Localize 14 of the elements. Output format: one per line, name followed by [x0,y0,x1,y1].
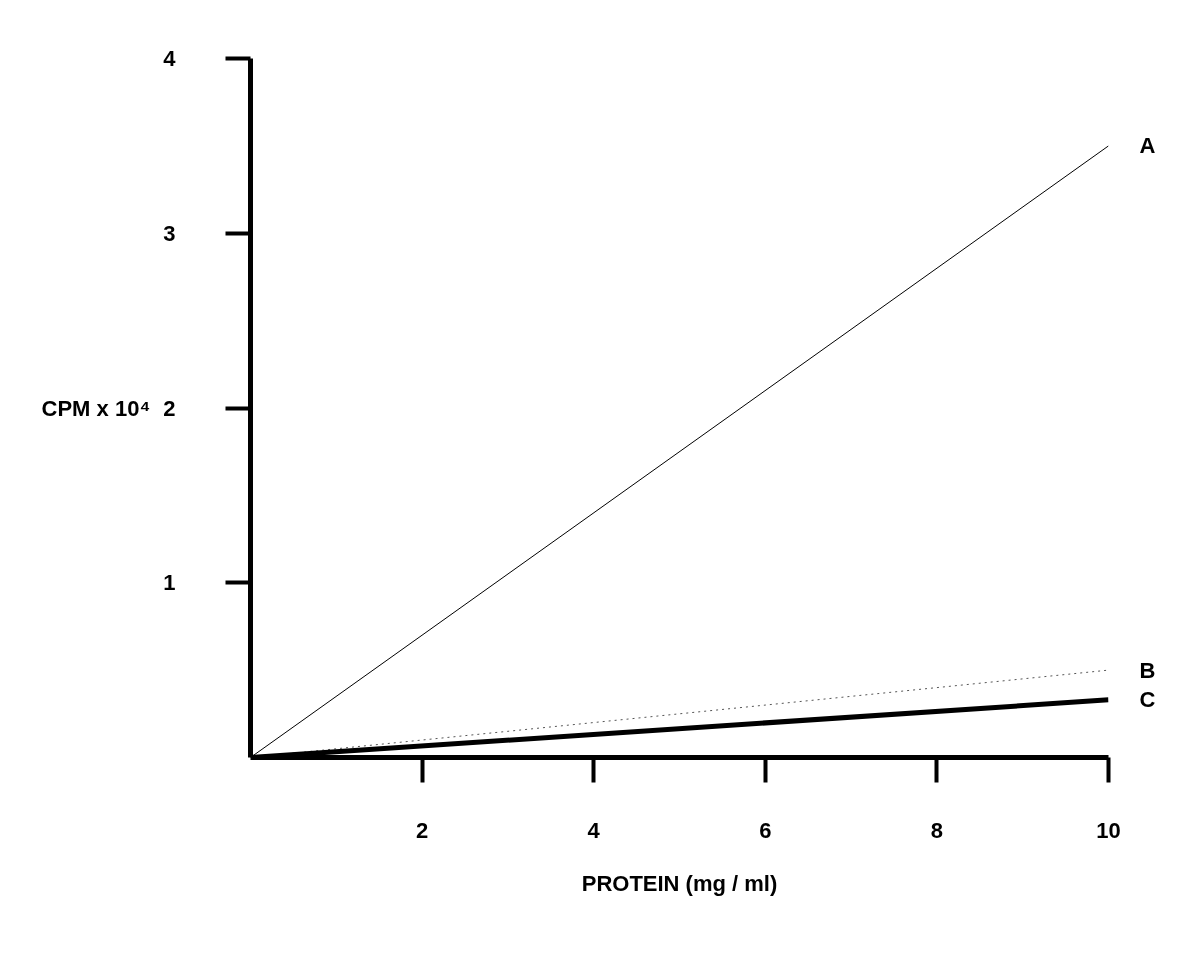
x-tick-label: 2 [415,817,429,843]
x-axis-title: PROTEIN (mg / ml) [581,870,778,896]
y-tick-label: 3 [163,220,176,246]
series-label: C [1139,687,1156,713]
x-tick-label: 8 [930,817,944,843]
series-label: A [1139,133,1156,159]
y-tick-label: 2 [163,395,176,421]
y-tick-label: 1 [163,570,176,596]
x-tick-label: 4 [587,817,601,843]
series-label: B [1139,657,1156,683]
y-axis-title: CPM x 10⁴ [41,395,151,421]
x-tick-label: 6 [759,817,772,843]
y-tick-label: 4 [163,46,177,71]
x-tick-label: 10 [1096,817,1121,843]
